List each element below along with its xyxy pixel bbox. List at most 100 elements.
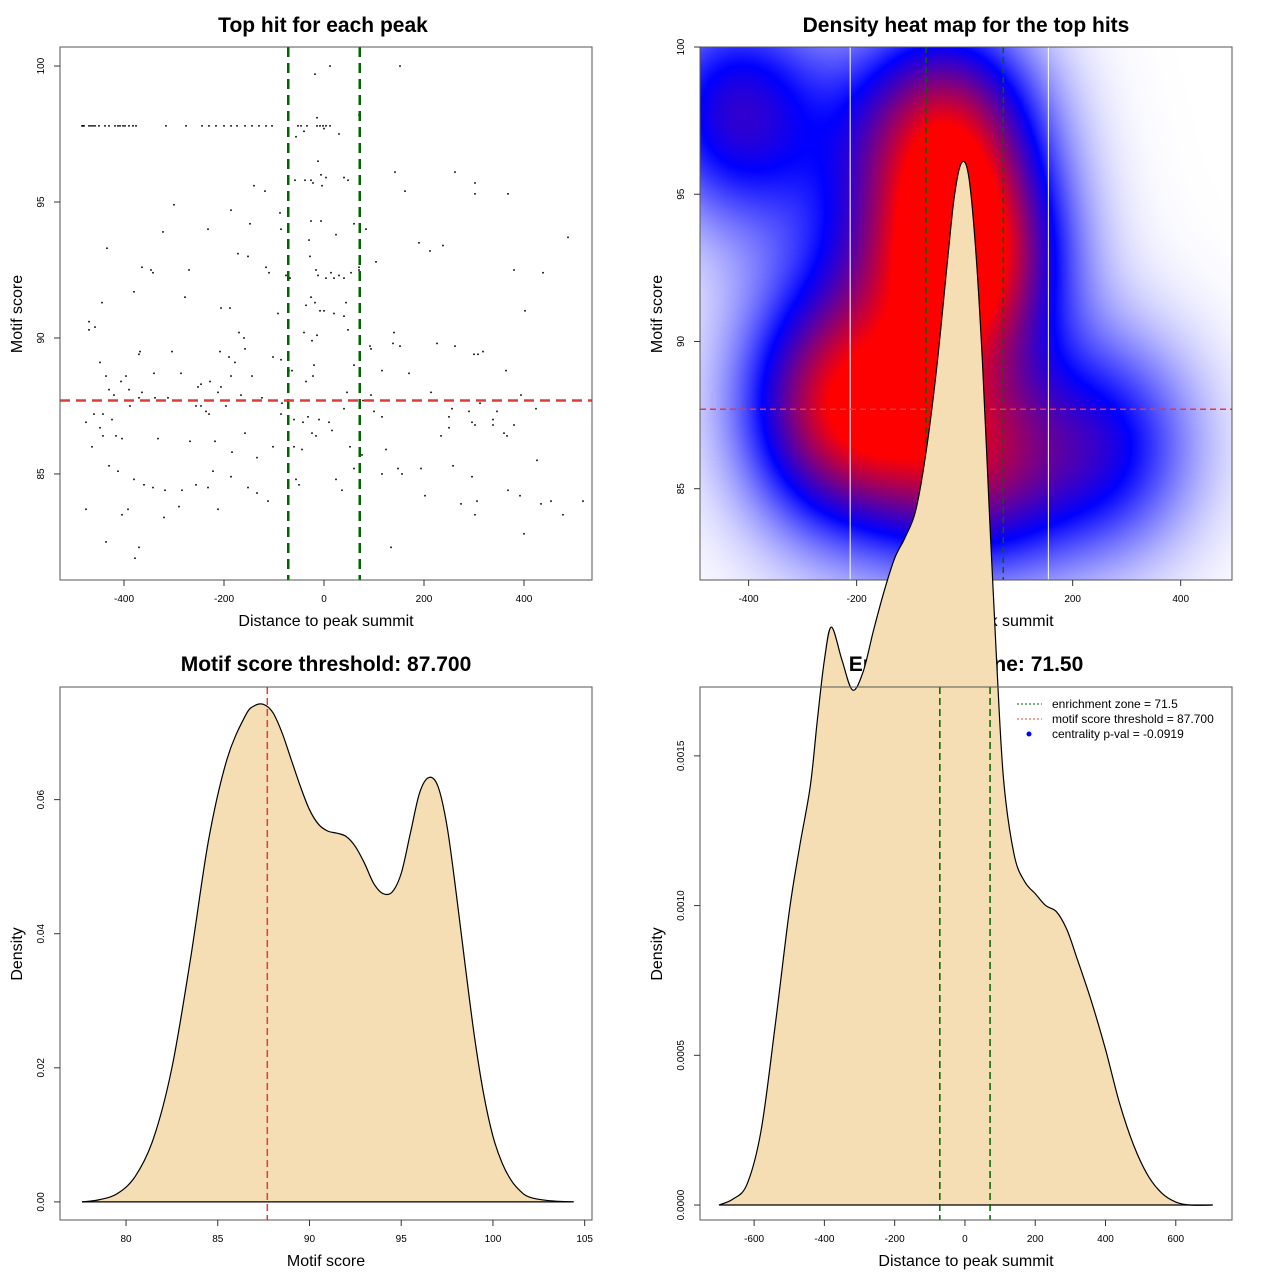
scatter-point (225, 405, 227, 407)
scatter-point (138, 397, 140, 399)
scatter-point (451, 407, 453, 410)
scatter-point (375, 261, 377, 263)
scatter-point (143, 484, 145, 486)
scatter-point (331, 429, 333, 432)
x-tick-label: 200 (1027, 1234, 1044, 1245)
y-tick-label: 85 (36, 468, 47, 480)
scatter-point (280, 358, 282, 361)
scatter-point (83, 125, 85, 127)
scatter-point (513, 424, 515, 426)
scatter-point (303, 331, 305, 334)
scatter-point (390, 546, 392, 549)
scatter-point (133, 478, 135, 481)
scatter-point (152, 271, 154, 274)
y-tick-label: 90 (676, 335, 687, 347)
x-tick-label: 600 (1167, 1234, 1184, 1245)
scatter-point (108, 125, 110, 127)
y-tick-label: 0.00 (36, 1192, 47, 1212)
scatter-point (195, 484, 197, 486)
y-tick-label: 0.0015 (676, 740, 687, 771)
scatter-point (454, 171, 456, 173)
scatter-point (132, 125, 134, 127)
scatter-point (350, 271, 352, 274)
scatter-title: Top hit for each peak (218, 14, 428, 37)
legend-threshold-label: motif score threshold = 87.700 (1052, 712, 1214, 726)
scatter-point (295, 135, 297, 138)
scatter-point (139, 350, 141, 353)
scatter-point (474, 513, 476, 516)
scatter-point (291, 369, 293, 372)
scatter-point (114, 125, 116, 127)
scatter-point (167, 397, 169, 399)
scatter-point (321, 184, 323, 187)
y-tick-label: 0.06 (36, 789, 47, 809)
scatter-point (338, 133, 340, 135)
scatter-point (343, 176, 345, 179)
x-tick-label: 400 (1172, 594, 1189, 605)
scatter-point (307, 416, 309, 418)
scatter-point (294, 179, 296, 182)
scatter-point (240, 394, 242, 396)
scatter-point (117, 125, 119, 127)
scatter-point (217, 508, 219, 511)
scatter-point (208, 125, 210, 127)
scatter-point (93, 413, 95, 415)
scatter-point (133, 290, 135, 293)
scatter-point (180, 372, 182, 375)
scatter-point (117, 470, 119, 473)
scatter-point (401, 473, 403, 475)
scatter-point (281, 402, 283, 405)
scatter-point (347, 329, 349, 331)
x-tick-label: 0 (321, 594, 327, 605)
scatter-point (312, 182, 314, 184)
x-tick-label: 105 (576, 1234, 593, 1245)
scatter-point (454, 345, 456, 347)
scatter-point (251, 125, 253, 127)
scatter-point (208, 413, 210, 415)
scatter-point (303, 130, 305, 133)
scatter-point (305, 304, 307, 307)
y-tick-label: 90 (36, 332, 47, 344)
scatter-point (430, 391, 432, 394)
scatter-point (230, 209, 232, 211)
scatter-point (128, 125, 130, 127)
scatter-point (370, 348, 372, 350)
scatter-point (135, 125, 137, 127)
scatter-point (310, 296, 312, 298)
scatter-point (220, 386, 222, 388)
scatter-reference-lines (60, 47, 592, 580)
scatter-point (150, 269, 152, 271)
scatter-point (92, 125, 94, 127)
scatter-point (256, 492, 258, 494)
x-tick-label: 80 (120, 1234, 132, 1245)
score-density-panel: Motif score threshold: 87.700 80 85 90 95 10… (9, 653, 593, 1270)
scatter-point (228, 356, 230, 358)
scatter-point (154, 397, 156, 399)
scatter-point (302, 421, 304, 424)
scatter-point (316, 116, 318, 119)
scatter-point (325, 176, 327, 179)
scatter-point (361, 454, 363, 456)
scatter-point (347, 179, 349, 182)
scatter-point (399, 65, 401, 67)
scatter-point (217, 391, 219, 394)
scatter-point (297, 125, 299, 127)
scatter-point (108, 388, 110, 391)
y-tick-label: 100 (36, 57, 47, 74)
scatter-point (329, 65, 331, 67)
x-tick-label: 200 (1064, 594, 1081, 605)
scatter-point (268, 271, 270, 274)
score-density-y-axis: 0.00 0.02 0.04 0.06 (36, 789, 60, 1212)
scatter-point (310, 220, 312, 222)
scatter-point (325, 125, 327, 127)
scatter-point (128, 388, 130, 391)
scatter-x-axis: -400 -200 0 200 400 (114, 580, 533, 605)
scatter-point (505, 369, 507, 372)
scatter-point (370, 394, 372, 396)
scatter-point (138, 546, 140, 549)
x-tick-label: -400 (114, 594, 134, 605)
x-tick-label: 0 (962, 1234, 968, 1245)
scatter-point (319, 125, 321, 127)
scatter-point (230, 475, 232, 478)
scatter-point (272, 445, 274, 448)
